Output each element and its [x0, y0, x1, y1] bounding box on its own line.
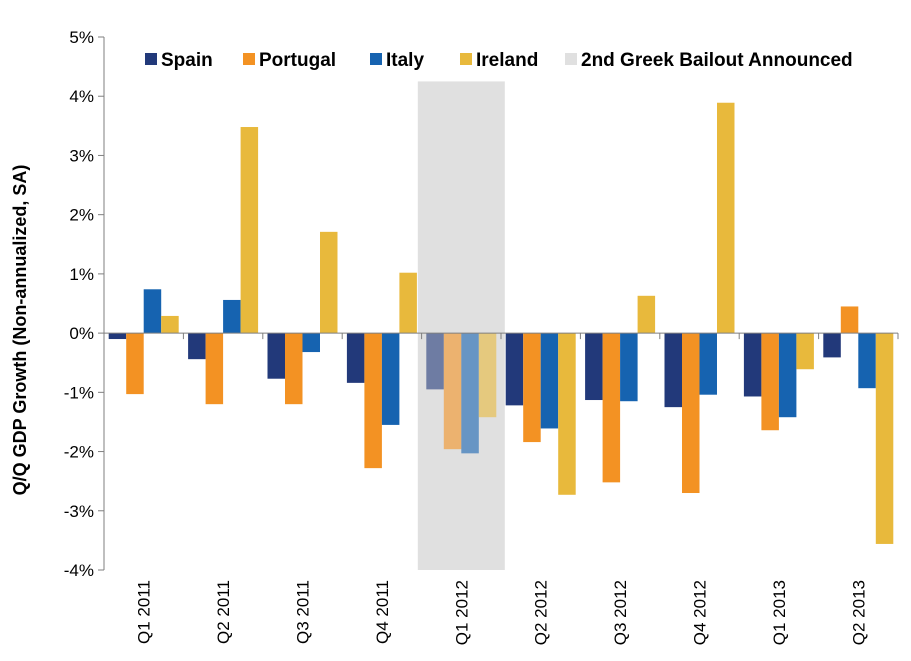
legend-label: 2nd Greek Bailout Announced [581, 50, 853, 71]
x-tick-label: Q4 2011 [373, 580, 392, 644]
bar-portugal-q2-2011 [205, 333, 224, 405]
bar-ireland-q1-2012 [478, 333, 497, 418]
bar-ireland-q4-2012 [717, 102, 735, 334]
bar-portugal-q1-2012 [443, 333, 462, 450]
legend-label: Portugal [259, 50, 336, 71]
y-tick-label: -1% [64, 383, 94, 402]
bar-ireland-q2-2011 [240, 127, 259, 334]
x-tick-label: Q3 2012 [611, 580, 630, 645]
bar-spain-q1-2011 [108, 333, 127, 340]
bar-spain-q1-2012 [426, 333, 444, 390]
bar-portugal-q3-2011 [285, 333, 303, 405]
bar-italy-q3-2011 [302, 333, 320, 353]
highlight-band [417, 81, 505, 571]
bar-spain-q2-2011 [188, 333, 206, 360]
y-tick-label: 1% [69, 265, 94, 284]
bar-spain-q4-2012 [664, 333, 682, 408]
bar-portugal-q1-2013 [761, 333, 779, 431]
bar-italy-q1-2013 [778, 333, 797, 418]
y-tick-label: -2% [64, 443, 94, 462]
bar-portugal-q2-2013 [840, 306, 859, 334]
bar-spain-q3-2011 [267, 333, 285, 379]
bar-spain-q2-2012 [505, 333, 524, 406]
bar-spain-q2-2013 [823, 333, 841, 358]
x-tick-label: Q2 2013 [849, 580, 868, 645]
bar-portugal-q4-2012 [682, 333, 700, 494]
legend-swatch [243, 53, 255, 65]
x-tick-label: Q2 2011 [214, 580, 233, 644]
bar-italy-q2-2012 [540, 333, 559, 429]
legend-swatch [370, 53, 382, 65]
x-tick-label: Q1 2012 [452, 580, 471, 645]
x-tick-label: Q4 2012 [691, 580, 710, 645]
bar-italy-q2-2011 [223, 299, 241, 334]
bar-portugal-q1-2011 [126, 333, 144, 395]
legend-swatch [565, 53, 577, 65]
y-tick-label: 0% [69, 324, 94, 343]
axes-layer: 5% 4% 3% 2% 1% 0% -1% -2% -3% -4% Q1 2011 Q2 2011 Q3… [64, 28, 899, 645]
x-tick-label: Q1 2013 [770, 580, 789, 645]
bar-ireland-q3-2011 [320, 231, 338, 334]
bar-portugal-q4-2011 [364, 333, 382, 469]
legend-label: Italy [386, 50, 424, 71]
bar-ireland-q2-2013 [875, 333, 894, 544]
legend-label: Ireland [476, 50, 538, 71]
bar-italy-q1-2012 [461, 333, 479, 454]
bar-ireland-q3-2012 [637, 295, 656, 334]
legend-swatch [145, 53, 157, 65]
y-tick-label: 5% [69, 28, 94, 47]
legend-swatch [460, 53, 472, 65]
x-tick-label: Q2 2012 [532, 580, 551, 645]
bars-layer [108, 102, 894, 544]
y-tick-label: -4% [64, 561, 94, 580]
bar-portugal-q2-2012 [523, 333, 541, 443]
bar-spain-q1-2013 [743, 333, 762, 397]
bar-italy-q4-2011 [381, 333, 400, 425]
x-tick-label: Q1 2011 [135, 580, 154, 644]
bar-ireland-q4-2011 [399, 272, 417, 334]
bar-italy-q2-2013 [858, 333, 876, 389]
bar-ireland-q1-2011 [161, 315, 179, 334]
y-tick-label: 2% [69, 206, 94, 225]
y-tick-label: 4% [69, 87, 94, 106]
bar-spain-q4-2011 [346, 333, 365, 383]
bar-italy-q3-2012 [620, 333, 638, 402]
bar-ireland-q2-2012 [558, 333, 576, 495]
bar-italy-q4-2012 [699, 333, 717, 395]
y-tick-label: -3% [64, 502, 94, 521]
bar-italy-q1-2011 [143, 289, 162, 334]
highlight-layer [417, 81, 505, 571]
bar-portugal-q3-2012 [602, 333, 621, 483]
y-tick-label: 3% [69, 146, 94, 165]
bar-ireland-q1-2013 [796, 333, 814, 370]
y-axis-label: Q/Q GDP Growth (Non-annualized, SA) [10, 165, 30, 496]
x-tick-label: Q3 2011 [294, 580, 313, 644]
bar-spain-q3-2012 [585, 333, 603, 401]
legend-label: Spain [161, 50, 213, 71]
legend: Spain Portugal Italy Ireland 2nd Greek Bailo… [145, 50, 853, 71]
